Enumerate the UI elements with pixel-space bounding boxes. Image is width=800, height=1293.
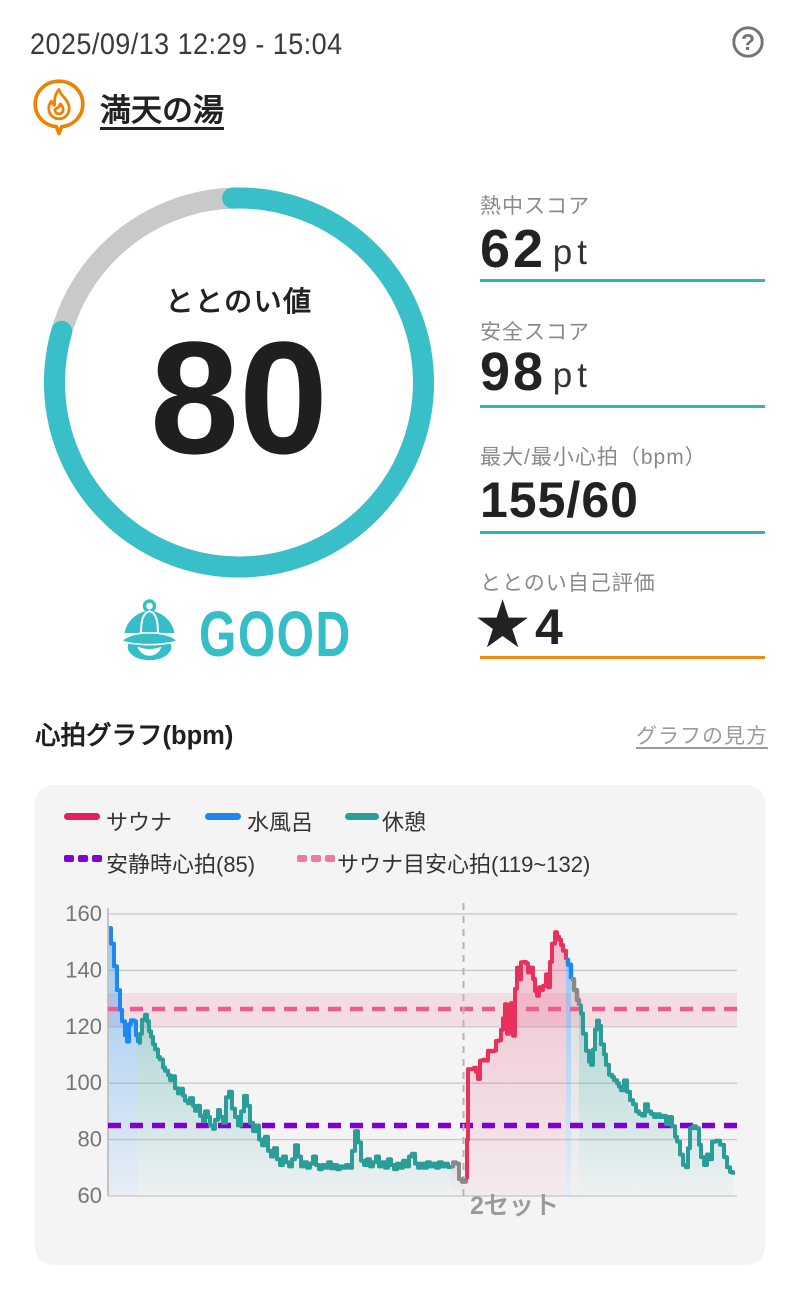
svg-text:?: ? (741, 29, 755, 55)
svg-text:60: 60 (78, 1183, 102, 1208)
svg-text:120: 120 (65, 1014, 102, 1039)
svg-text:2セット: 2セット (470, 1192, 559, 1220)
svg-text:100: 100 (65, 1070, 102, 1095)
svg-text:160: 160 (65, 901, 102, 926)
svg-text:80: 80 (78, 1127, 102, 1152)
svg-text:140: 140 (65, 957, 102, 982)
